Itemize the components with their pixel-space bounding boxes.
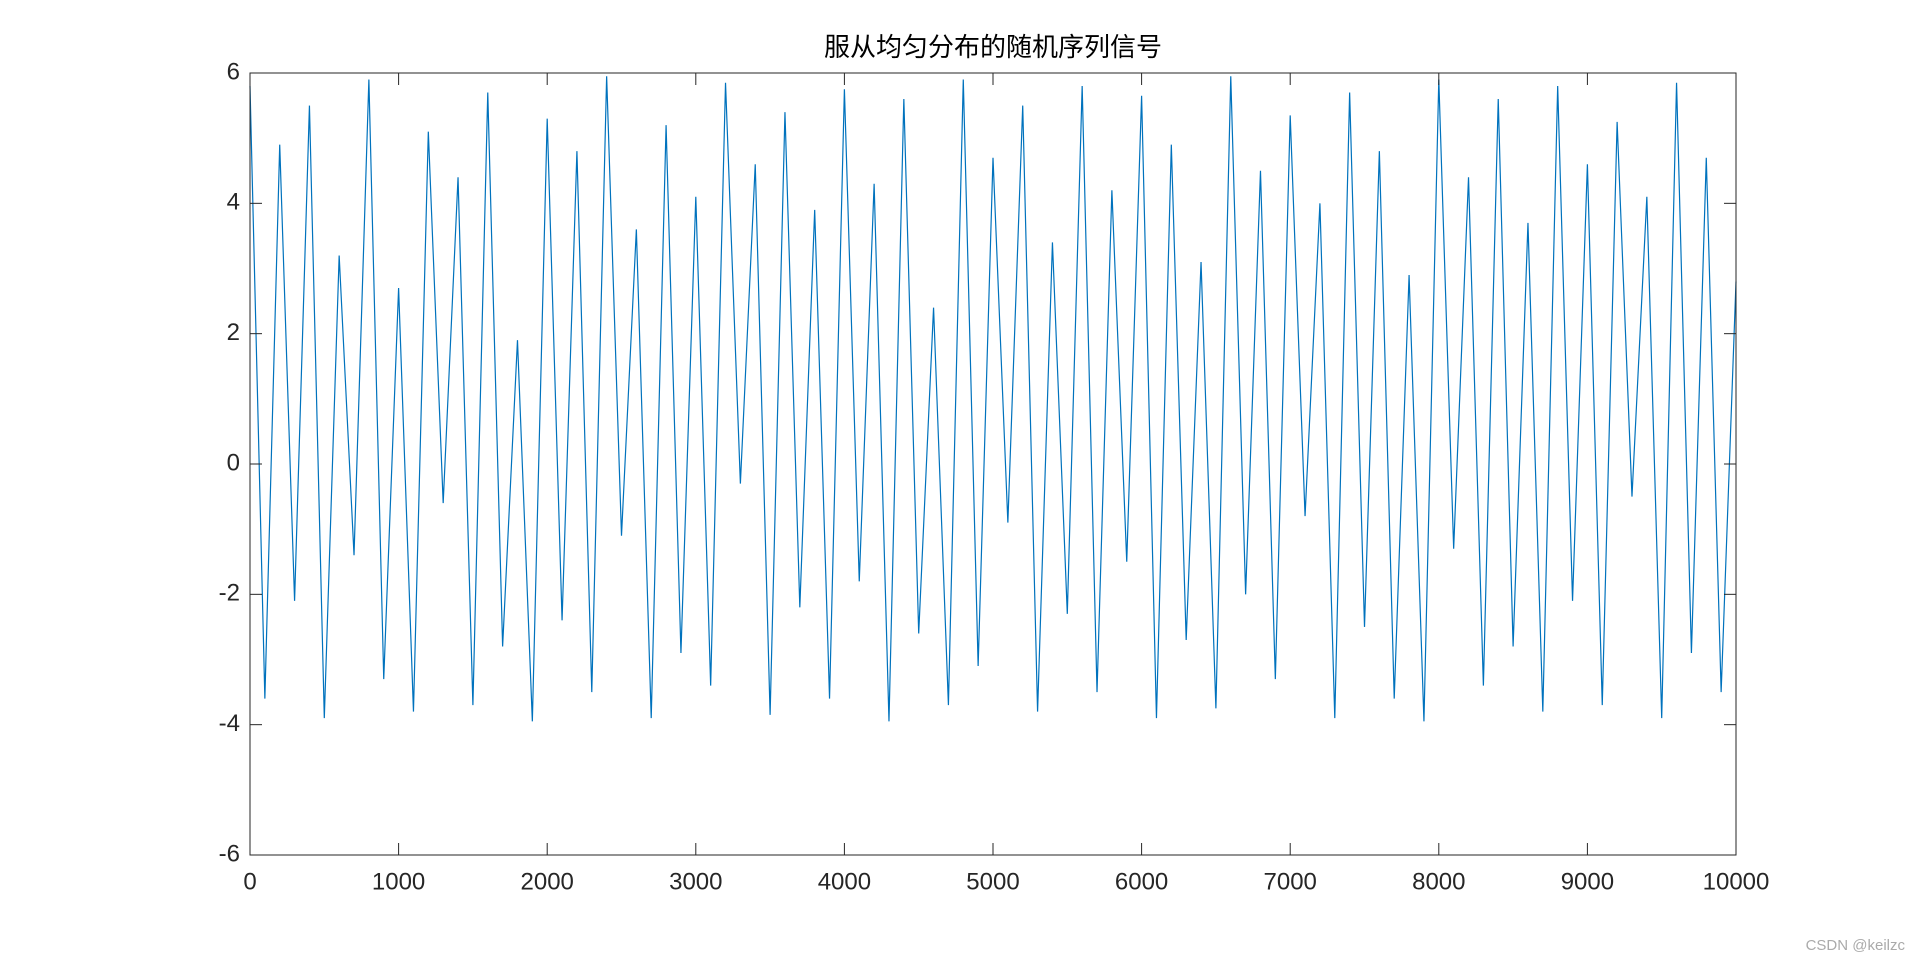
data-line bbox=[249, 76, 1737, 722]
x-tick-label: 8000 bbox=[1412, 868, 1465, 895]
x-tick-label: 1000 bbox=[372, 868, 425, 895]
plot-frame bbox=[249, 72, 1737, 856]
y-tick-label: 4 bbox=[227, 189, 240, 216]
x-tick-label: 0 bbox=[243, 868, 256, 895]
y-tick-label: 0 bbox=[227, 449, 240, 476]
x-tick-label: 10000 bbox=[1703, 868, 1770, 895]
x-tick-label: 3000 bbox=[669, 868, 722, 895]
y-tick-label: -4 bbox=[219, 710, 240, 737]
watermark: CSDN @keilzc bbox=[1806, 937, 1906, 954]
y-tick-label: 2 bbox=[227, 319, 240, 346]
x-tick-label: 5000 bbox=[966, 868, 1019, 895]
y-tick-label: 6 bbox=[227, 58, 240, 85]
y-tick-label: -2 bbox=[219, 580, 240, 607]
chart-title: 服从均匀分布的随机序列信号 bbox=[824, 33, 1162, 63]
x-tick-label: 2000 bbox=[521, 868, 574, 895]
x-tick-label: 9000 bbox=[1561, 868, 1614, 895]
x-tick-label: 4000 bbox=[818, 868, 871, 895]
x-tick-label: 7000 bbox=[1264, 868, 1317, 895]
y-tick-label: -6 bbox=[219, 840, 240, 867]
x-tick-label: 6000 bbox=[1115, 868, 1168, 895]
